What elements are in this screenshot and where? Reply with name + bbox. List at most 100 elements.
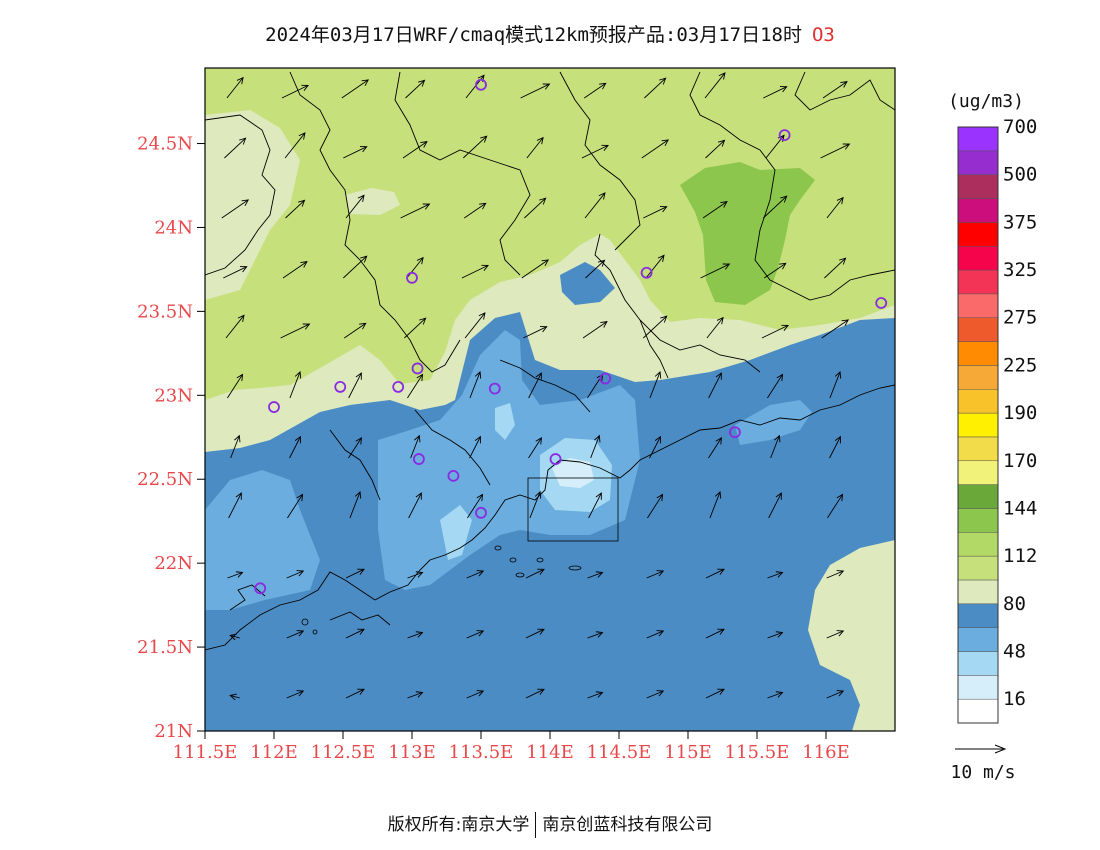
wind-arrow — [587, 572, 603, 579]
lon-tick-label: 116E — [802, 742, 850, 763]
footer: 版权所有:南京大学 南京创蓝科技有限公司 — [0, 810, 1100, 838]
legend-swatch — [957, 412, 999, 438]
wind-arrowhead — [417, 79, 426, 87]
wind-arrow — [822, 81, 848, 99]
wind-arrowhead — [717, 139, 726, 147]
lon-tick-label: 115.5E — [725, 742, 790, 763]
wind-arrow — [404, 317, 426, 339]
wind-arrowhead — [296, 630, 305, 637]
wind-arrow — [342, 255, 368, 279]
legend-swatch — [957, 532, 999, 557]
wind-arrowhead — [780, 195, 788, 203]
legend-label: 375 — [1003, 211, 1037, 233]
wind-arrow — [709, 491, 721, 519]
wind-arrow — [230, 435, 240, 459]
wind-arrow — [408, 492, 422, 519]
legend-label: 225 — [1003, 354, 1037, 376]
legend-swatch — [957, 222, 999, 247]
wind-arrow — [228, 492, 242, 519]
wind-arrow — [768, 492, 782, 519]
wind-arrowhead — [420, 141, 428, 148]
legend-swatch — [957, 627, 999, 652]
wind-arrow — [230, 635, 240, 639]
wind-arrowhead — [414, 434, 421, 443]
wind-arrowhead — [357, 194, 365, 202]
legend-label: 16 — [1003, 688, 1026, 710]
station-marker — [268, 401, 280, 413]
wind-arrowhead — [836, 493, 844, 502]
wind-arrowhead — [539, 197, 547, 205]
wind-arrow — [282, 261, 308, 279]
lon-tick-label: 112.5E — [311, 742, 376, 763]
wind-arrow — [521, 259, 549, 279]
wind-arrow — [289, 436, 301, 459]
wind-arrow — [585, 259, 605, 279]
wind-arrow — [646, 630, 664, 639]
lon-tick-label: 114E — [526, 742, 574, 763]
wind-arrow — [525, 628, 545, 639]
station-marker — [447, 469, 460, 482]
wind-arrowhead — [301, 84, 309, 91]
wind-arrow — [529, 491, 541, 519]
wind-arrowhead — [714, 490, 722, 499]
wind-arrowhead — [415, 571, 424, 578]
lat-tick-label: 22N — [154, 553, 193, 574]
chart-title: 2024年03月17日WRF/cmaq模式12km预报产品:03月17日18时 O… — [0, 20, 1100, 47]
wind-arrowhead — [476, 493, 484, 502]
wind-arrowhead — [836, 690, 845, 697]
legend-unit: (ug/m3) — [948, 91, 1024, 112]
wind-arrow — [469, 371, 481, 399]
wind-arrow — [407, 632, 423, 639]
wind-arrow — [469, 436, 481, 459]
lon-tick-label: 111.5E — [173, 742, 238, 763]
wind-arrowhead — [836, 570, 845, 577]
wind-arrow — [286, 690, 304, 699]
lat-tick-label: 23N — [154, 385, 193, 406]
wind-arrowhead — [836, 196, 844, 205]
wind-arrowhead — [474, 370, 482, 379]
legend-label: 275 — [1003, 307, 1037, 329]
station-marker — [729, 426, 741, 439]
wind-arrow — [641, 139, 669, 159]
wind-arrow — [226, 77, 244, 99]
wind-arrow — [827, 494, 843, 519]
wind-arrow — [584, 82, 606, 99]
wind-arrowhead — [476, 630, 485, 637]
wind-arrowhead — [834, 370, 842, 379]
wind-arrow — [525, 688, 545, 699]
wind-arrow — [764, 262, 786, 279]
wind-arrowhead — [775, 631, 784, 638]
monitoring-stations — [254, 78, 888, 595]
wind-reference-label: 10 m/s — [950, 762, 1015, 783]
wind-arrowhead — [416, 256, 424, 265]
legend-swatch — [957, 603, 999, 628]
wind-arrow — [464, 202, 486, 219]
wind-arrow — [466, 690, 484, 699]
legend-swatch — [957, 198, 999, 223]
wind-arrow — [524, 197, 546, 219]
wind-arrowhead — [716, 316, 724, 325]
islands — [301, 545, 582, 635]
wind-arrow — [581, 144, 609, 159]
station-marker — [392, 381, 405, 393]
wind-arrow — [705, 568, 725, 579]
wind-arrowhead — [661, 139, 670, 147]
wind-arrowhead — [836, 630, 845, 637]
wind-arrowhead — [300, 261, 308, 268]
wind-arrow — [466, 570, 484, 579]
copyright-text: 版权所有:南京大学 — [387, 815, 530, 835]
wind-arrow — [646, 690, 664, 699]
wind-arrowhead — [717, 568, 725, 575]
wind-arrow — [770, 435, 780, 459]
wind-arrowhead — [537, 628, 545, 635]
wind-arrowhead — [541, 259, 550, 267]
wind-arrow — [649, 436, 661, 459]
wind-arrow — [407, 692, 423, 699]
wind-arrow — [345, 688, 365, 699]
wind-arrowhead — [296, 690, 305, 697]
station-marker — [640, 266, 653, 279]
wind-arrow — [287, 494, 303, 519]
wind-arrow — [520, 83, 550, 99]
wind-arrowhead — [775, 691, 784, 698]
